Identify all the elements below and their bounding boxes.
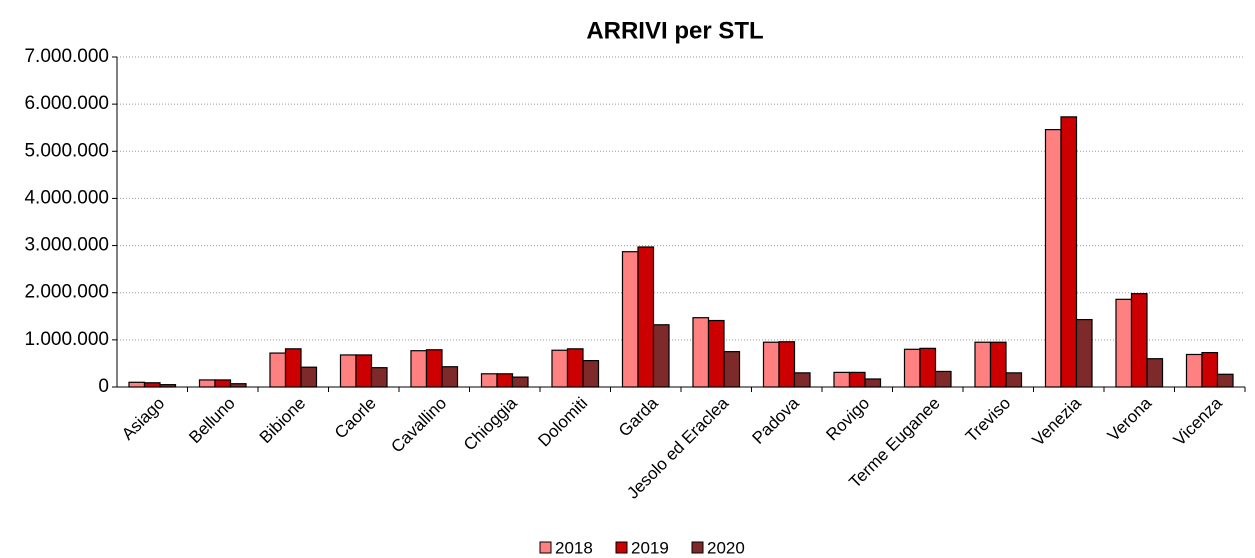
bar	[1130, 293, 1148, 388]
bar	[707, 319, 725, 388]
bar	[582, 360, 600, 388]
bar	[370, 367, 388, 388]
legend-swatch	[615, 541, 628, 554]
x-tick-label: Belluno	[185, 394, 239, 448]
bar	[229, 383, 247, 388]
x-tick-label: Bibione	[256, 394, 310, 448]
bar	[692, 317, 710, 388]
bar	[425, 349, 443, 388]
bar	[355, 354, 373, 388]
y-tick-label: 7.000.000	[24, 46, 109, 67]
bar	[480, 373, 498, 388]
bar	[566, 348, 584, 388]
bar	[441, 366, 459, 388]
bar	[128, 381, 146, 388]
y-tick-label: 3.000.000	[24, 235, 109, 256]
bar	[1005, 372, 1023, 388]
x-tick-label: Garda	[615, 393, 662, 440]
x-tick-label: Venezia	[1029, 393, 1086, 450]
bar	[159, 384, 177, 388]
bar	[269, 352, 287, 388]
bar	[551, 349, 569, 388]
x-tick-label: Verona	[1104, 393, 1156, 445]
x-tick-label: Caorle	[331, 394, 380, 443]
x-tick-label: Vicenza	[1170, 393, 1226, 449]
x-tick-label: Dolomiti	[534, 394, 591, 451]
x-tick-label: Rovigo	[822, 394, 873, 445]
bar	[339, 354, 357, 388]
bar	[637, 246, 655, 388]
y-tick-label: 2.000.000	[24, 282, 109, 303]
bar	[511, 376, 529, 388]
bar	[284, 348, 302, 388]
legend-label: 2019	[631, 538, 669, 557]
bar	[793, 372, 811, 388]
y-tick-label: 0	[98, 376, 109, 397]
legend-label: 2018	[555, 538, 593, 557]
bar	[410, 350, 428, 388]
bar	[723, 351, 741, 388]
bar	[864, 378, 882, 388]
legend-swatch	[539, 541, 552, 554]
bar	[919, 347, 937, 388]
bar	[198, 379, 216, 388]
bar	[1060, 116, 1078, 388]
bar	[143, 382, 161, 388]
bar	[1075, 318, 1093, 388]
bar	[1185, 353, 1203, 388]
bar	[1146, 358, 1164, 388]
bar	[974, 341, 992, 388]
legend-swatch	[691, 541, 704, 554]
bar	[652, 324, 670, 388]
bar	[1115, 298, 1133, 388]
y-tick-label: 5.000.000	[24, 140, 109, 161]
bar	[848, 371, 866, 388]
bar	[1216, 373, 1234, 388]
bar	[762, 341, 780, 388]
y-tick-label: 6.000.000	[24, 93, 109, 114]
bar	[989, 341, 1007, 388]
bar	[903, 348, 921, 388]
bar	[1201, 351, 1219, 388]
bar	[1044, 129, 1062, 388]
bar	[300, 366, 318, 388]
bar	[621, 251, 639, 388]
y-tick-label: 4.000.000	[24, 187, 109, 208]
bar	[934, 370, 952, 388]
y-tick-label: 1.000.000	[24, 329, 109, 350]
x-tick-label: Asiago	[118, 394, 168, 444]
bar	[214, 379, 232, 388]
x-tick-label: Padova	[749, 393, 804, 448]
chart-title: ARRIVI per STL	[586, 17, 763, 44]
legend-label: 2020	[707, 538, 745, 557]
bar	[833, 371, 851, 388]
x-tick-label: Cavallino	[387, 394, 450, 457]
x-tick-label: Treviso	[962, 394, 1014, 446]
bar	[778, 341, 796, 388]
x-tick-label: Chioggia	[460, 393, 521, 454]
bar	[496, 373, 514, 388]
